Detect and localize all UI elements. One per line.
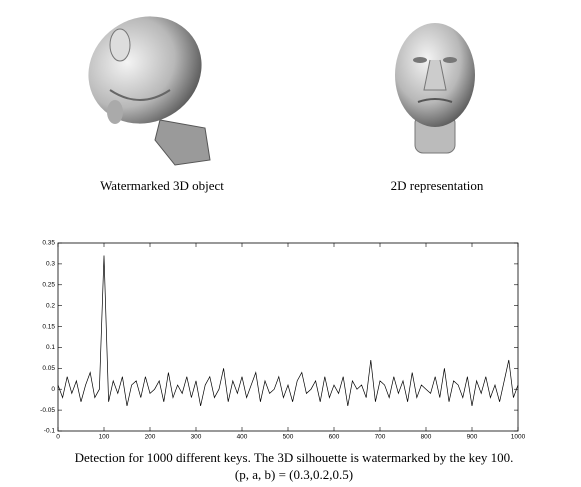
image-caption: 2D representation <box>391 178 484 193</box>
x-tick-label: 300 <box>191 434 202 441</box>
y-tick-label: 0.2 <box>46 302 55 309</box>
x-tick-label: 700 <box>375 434 386 441</box>
axes-frame <box>57 242 519 432</box>
y-tick-label: -0.05 <box>40 407 55 414</box>
plot: -0.1 -0.05 0 0.05 0.1 0.15 0.2 0.25 0.3 0.35 0 100 2… <box>40 240 525 441</box>
x-tick-label: 500 <box>283 434 294 441</box>
figure-caption: Detection for 1000 different keys. The 3… <box>75 450 514 465</box>
y-tick-label: -0.1 <box>44 428 56 435</box>
detection-line <box>57 255 519 407</box>
y-tick-label: 0.1 <box>46 344 55 351</box>
figure-caption: (p, a, b) = (0.3,0.2,0.5) <box>235 467 353 482</box>
y-tick-label: 0.25 <box>42 281 55 288</box>
x-tick-label: 200 <box>145 434 156 441</box>
y-tick-label: 0.05 <box>42 365 55 372</box>
x-tick-label: 900 <box>467 434 478 441</box>
y-tick-label: 0.3 <box>46 261 55 268</box>
y-tick-label: 0 <box>51 386 55 393</box>
x-tick-label: 0 <box>56 434 60 441</box>
watermarked-object-image <box>88 16 211 166</box>
x-tick-label: 400 <box>237 434 248 441</box>
x-tick-label: 600 <box>329 434 340 441</box>
x-tick-label: 1000 <box>511 434 526 441</box>
image-caption: Watermarked 3D object <box>100 178 224 193</box>
x-tick-label: 800 <box>421 434 432 441</box>
representation-image <box>395 23 475 154</box>
y-tick-label: 0.35 <box>42 240 55 247</box>
x-tick-label: 100 <box>99 434 110 441</box>
y-tick-label: 0.15 <box>42 323 55 330</box>
